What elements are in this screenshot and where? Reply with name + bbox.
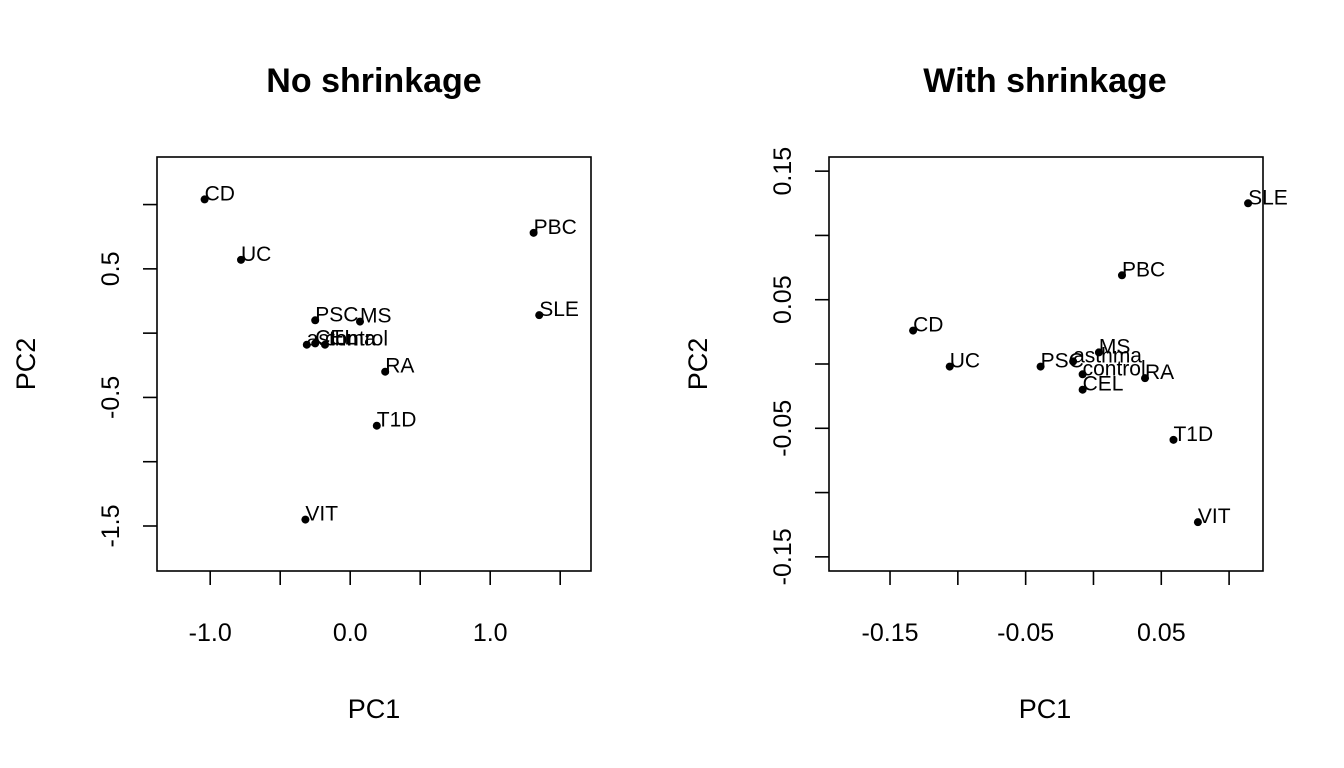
data-point [1193,518,1202,527]
panel-with-shrinkage: With shrinkage PC1 PC2 -0.15 -0.05 0.05 -0… [683,62,1288,724]
data-point [301,515,310,524]
point-label: T1D [1173,423,1213,446]
data-point [1169,435,1178,444]
point-label: PBC [1122,258,1165,281]
x-tick-label: 1.0 [473,619,508,647]
data-point [535,311,544,320]
panel-title: With shrinkage [923,62,1166,100]
y-axis-ticks: -0.15 -0.05 0.05 0.15 [769,147,829,585]
point-label: PBC [534,216,577,239]
y-tick-label: -1.5 [97,504,125,547]
point-label: VIT [305,503,338,526]
data-point [1244,199,1253,208]
data-point [529,228,538,237]
x-tick-label: 0.0 [333,619,368,647]
point-label: control [325,328,388,351]
x-tick-label: -0.05 [997,619,1054,647]
data-point [909,326,918,335]
data-point [1117,271,1126,280]
x-axis-label: PC1 [348,694,401,724]
data-point [356,317,364,326]
point-label: CD [913,314,943,337]
data-point [381,367,390,376]
data-point [200,195,209,204]
data-point [1078,370,1087,379]
data-point [311,339,320,348]
y-tick-label: 0.5 [97,251,125,286]
y-tick-label: -0.15 [769,528,797,585]
data-point [1036,362,1045,371]
point-label: PSC [315,303,358,326]
data-point [321,340,329,349]
point-label: UC [241,243,271,266]
x-axis-ticks: -0.15 -0.05 0.05 [862,571,1230,647]
point-label: MS [360,305,392,328]
point-label: RA [385,355,414,378]
x-tick-label: -0.15 [862,619,919,647]
point-label: asthma [1073,344,1142,367]
point-label: PSC [1041,350,1084,373]
data-point [945,362,954,371]
data-point [372,421,381,430]
x-tick-label: 0.05 [1137,619,1186,647]
x-axis-label: PC1 [1019,694,1072,724]
point-label: T1D [377,409,417,432]
point-label: MS [1099,335,1131,358]
point-label: UC [950,350,980,373]
y-axis-label: PC2 [11,338,41,391]
data-point [311,316,320,325]
data-point [1069,357,1078,366]
panel-no-shrinkage: No shrinkage PC1 PC2 -1.0 0.0 1.0 -1.5 -0.5… [11,62,592,724]
data-point [1078,385,1087,394]
point-label: CD [205,182,235,205]
point-label: SLE [539,298,579,321]
panel-title: No shrinkage [266,62,481,100]
point-label: RA [1145,361,1174,384]
point-label: VIT [1198,505,1231,528]
x-tick-label: -1.0 [189,619,232,647]
plot-frame [156,156,592,572]
point-label: CEL [1083,373,1124,396]
data-point [1094,348,1103,357]
y-tick-label: 0.05 [769,275,797,324]
data-point [237,255,245,264]
y-tick-label: 0.15 [769,147,797,196]
data-point [1141,374,1150,383]
y-axis-label: PC2 [683,338,713,391]
x-axis-ticks: -1.0 0.0 1.0 [189,571,562,647]
y-tick-label: -0.05 [769,400,797,457]
point-label: SLE [1248,186,1288,209]
point-label: control [1083,357,1146,380]
y-tick-label: -0.5 [97,376,125,419]
y-axis-ticks: -1.5 -0.5 0.5 [97,203,157,548]
data-point [302,340,311,349]
